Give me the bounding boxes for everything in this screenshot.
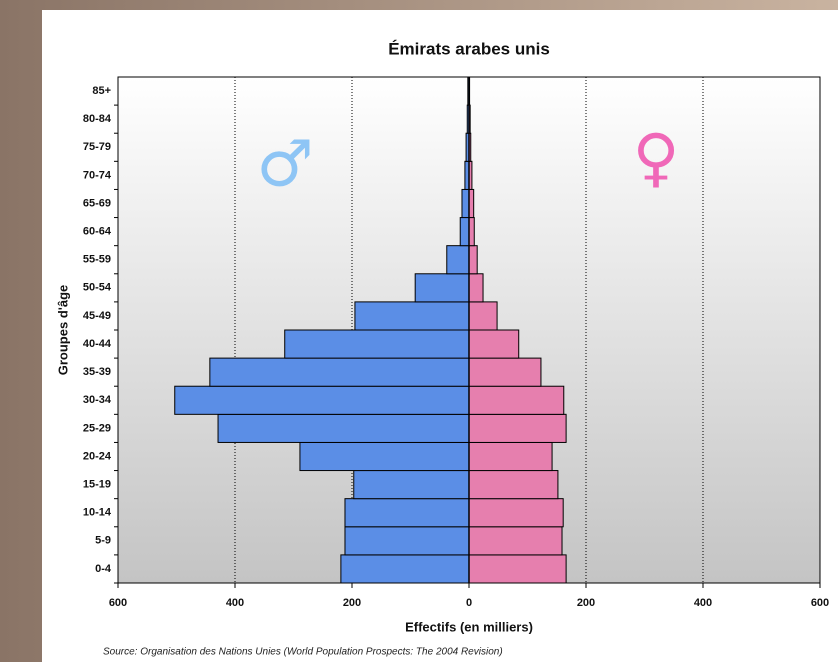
bar <box>468 526 563 556</box>
y-tick-label: 25-29 <box>83 422 111 434</box>
y-tick-label: 45-49 <box>83 310 111 322</box>
y-tick-label: 20-24 <box>83 450 112 462</box>
bar <box>353 470 470 500</box>
bar <box>340 554 470 584</box>
y-tick-label: 35-39 <box>83 366 111 378</box>
legend-symbol: ♀ <box>633 122 680 196</box>
plot-frame <box>117 76 821 584</box>
y-tick-label: 40-44 <box>83 338 112 350</box>
x-tick-label: 400 <box>694 597 712 609</box>
y-tick-label: 0-4 <box>95 563 112 575</box>
y-tick-label: 75-79 <box>83 141 111 153</box>
x-tick-label: 200 <box>343 597 361 609</box>
bar <box>468 301 498 331</box>
bar <box>468 217 475 247</box>
y-tick-label: 85+ <box>92 85 111 97</box>
bar <box>446 245 470 275</box>
y-tick-label: 30-34 <box>83 394 112 406</box>
bar <box>354 301 470 331</box>
y-tick-label: 80-84 <box>83 113 112 125</box>
bar <box>174 385 470 415</box>
bar <box>344 498 470 528</box>
y-tick-label: 65-69 <box>83 197 111 209</box>
bar <box>468 554 567 584</box>
bar <box>414 273 470 303</box>
bar <box>209 357 470 387</box>
bar <box>284 329 470 359</box>
y-tick-label: 55-59 <box>83 254 111 266</box>
source-note: Source: Organisation des Nations Unies (… <box>103 647 503 658</box>
x-tick-label: 600 <box>811 597 829 609</box>
x-tick-label: 600 <box>109 597 127 609</box>
y-tick-label: 10-14 <box>83 507 112 519</box>
bar <box>468 441 553 472</box>
x-tick-label: 0 <box>466 597 472 609</box>
bar <box>468 329 520 359</box>
bar <box>468 273 484 303</box>
y-tick-label: 70-74 <box>83 169 112 181</box>
y-axis-label: Groupes d'âge <box>55 285 70 376</box>
x-tick-label: 400 <box>226 597 244 609</box>
bar <box>459 217 470 247</box>
bar <box>468 385 565 415</box>
x-tick-label: 200 <box>577 597 595 609</box>
bar <box>468 498 564 528</box>
bar <box>217 413 470 443</box>
bar <box>344 526 470 556</box>
y-tick-label: 60-64 <box>83 226 112 238</box>
bar <box>299 441 470 472</box>
y-tick-label: 50-54 <box>83 282 112 294</box>
bar <box>468 413 567 443</box>
bar <box>461 188 470 219</box>
bar <box>468 245 478 275</box>
y-tick-label: 15-19 <box>83 479 111 491</box>
x-axis-label: Effectifs (en milliers) <box>405 619 533 634</box>
legend-symbol: ♂ <box>256 128 313 202</box>
y-tick-label: 5-9 <box>95 535 111 547</box>
chart-title: Émirats arabes unis <box>388 39 550 58</box>
bar <box>468 357 542 387</box>
bar <box>468 470 559 500</box>
